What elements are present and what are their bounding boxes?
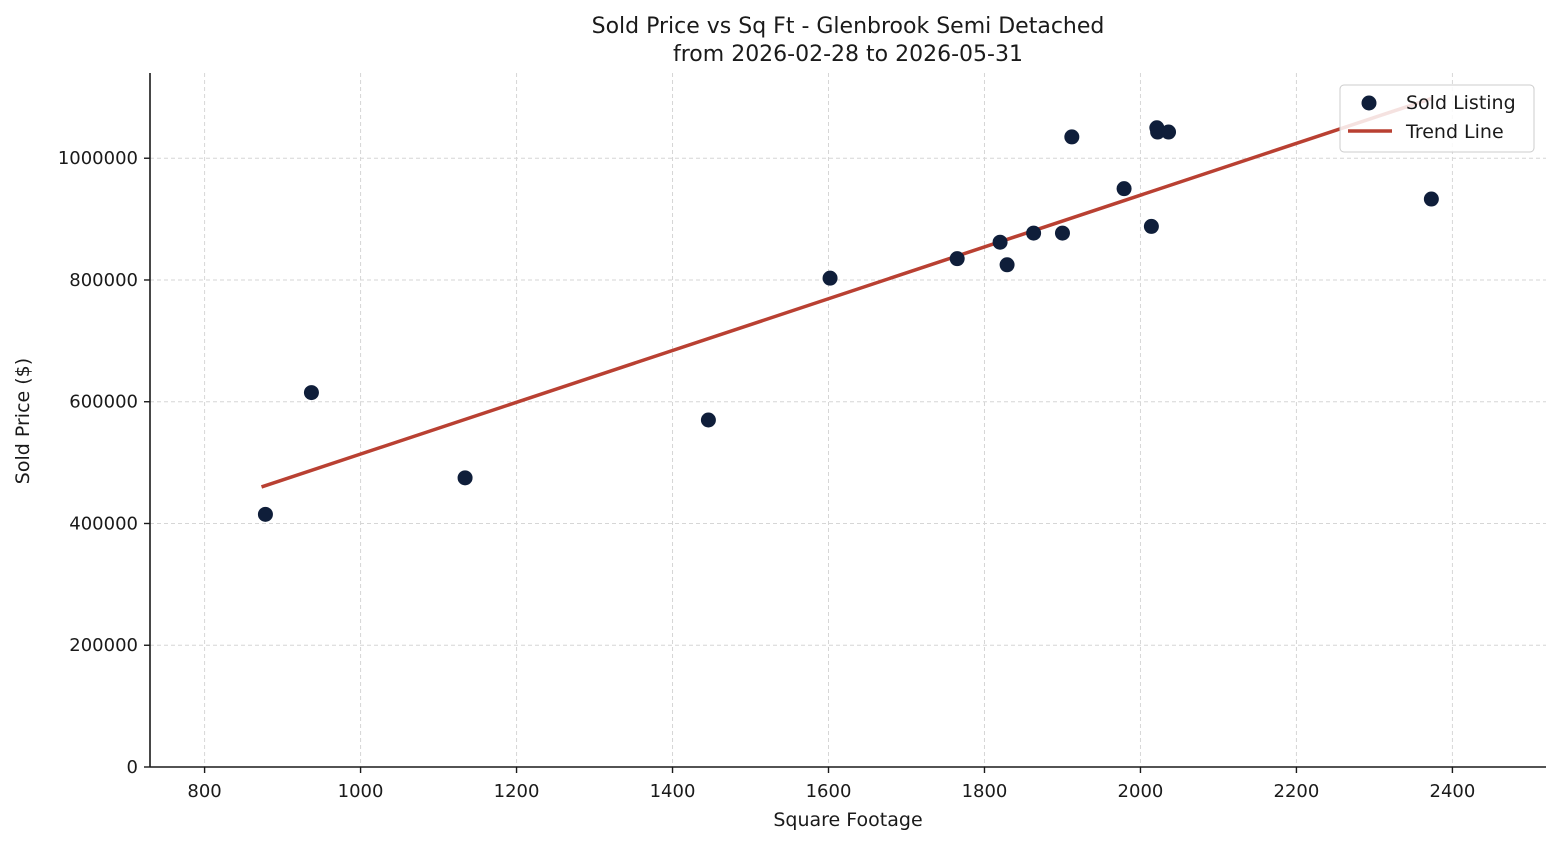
x-tick-label: 2200 (1274, 781, 1320, 802)
y-tick-label: 400000 (69, 513, 138, 534)
y-axis-label: Sold Price ($) (12, 358, 34, 484)
data-point (999, 257, 1015, 273)
axes-layer: 800 1000 1200 1400 1600 1800 2000 2200 2400 0 2000… (58, 73, 1546, 802)
data-point (949, 251, 965, 267)
y-tick-label: 600000 (69, 392, 138, 413)
data-point (1064, 129, 1080, 145)
legend-box (1339, 84, 1535, 153)
data-point (1116, 181, 1132, 197)
data-point (700, 412, 716, 428)
legend-label-trend-line: Trend Line (1405, 121, 1504, 143)
data-point (1161, 124, 1177, 140)
data-point (1026, 225, 1042, 241)
x-tick-label: 1600 (806, 781, 852, 802)
y-tick-label: 0 (127, 757, 138, 778)
chart-title-line2: from 2026-02-28 to 2026-05-31 (673, 42, 1023, 67)
x-axis-label: Square Footage (773, 809, 922, 831)
data-point (1423, 191, 1439, 207)
y-tick-label: 200000 (69, 635, 138, 656)
x-tick-label: 1200 (494, 781, 540, 802)
x-tick-label: 1400 (650, 781, 696, 802)
legend: Sold Listing Trend Line (1339, 84, 1535, 153)
x-tick-label: 1800 (962, 781, 1008, 802)
grid-layer (150, 73, 1546, 768)
data-point (822, 270, 838, 286)
y-tick-label: 800000 (69, 270, 138, 291)
points-layer (257, 120, 1439, 522)
chart-title-line1: Sold Price vs Sq Ft - Glenbrook Semi Det… (592, 14, 1105, 39)
x-tick-label: 2400 (1430, 781, 1476, 802)
x-tick-label: 800 (187, 781, 221, 802)
data-point (257, 506, 273, 522)
trend-layer (260, 96, 1432, 489)
data-point (1054, 225, 1070, 241)
data-point (992, 234, 1008, 250)
trend-line (260, 96, 1432, 489)
data-point (303, 385, 319, 401)
data-point (1143, 218, 1159, 234)
data-point (457, 470, 473, 486)
x-tick-label: 1000 (338, 781, 384, 802)
data-point (1150, 124, 1166, 140)
legend-marker-sold-listing (1361, 95, 1377, 111)
y-tick-label: 1000000 (58, 148, 138, 169)
legend-label-sold-listing: Sold Listing (1406, 92, 1516, 114)
x-tick-label: 2000 (1118, 781, 1164, 802)
